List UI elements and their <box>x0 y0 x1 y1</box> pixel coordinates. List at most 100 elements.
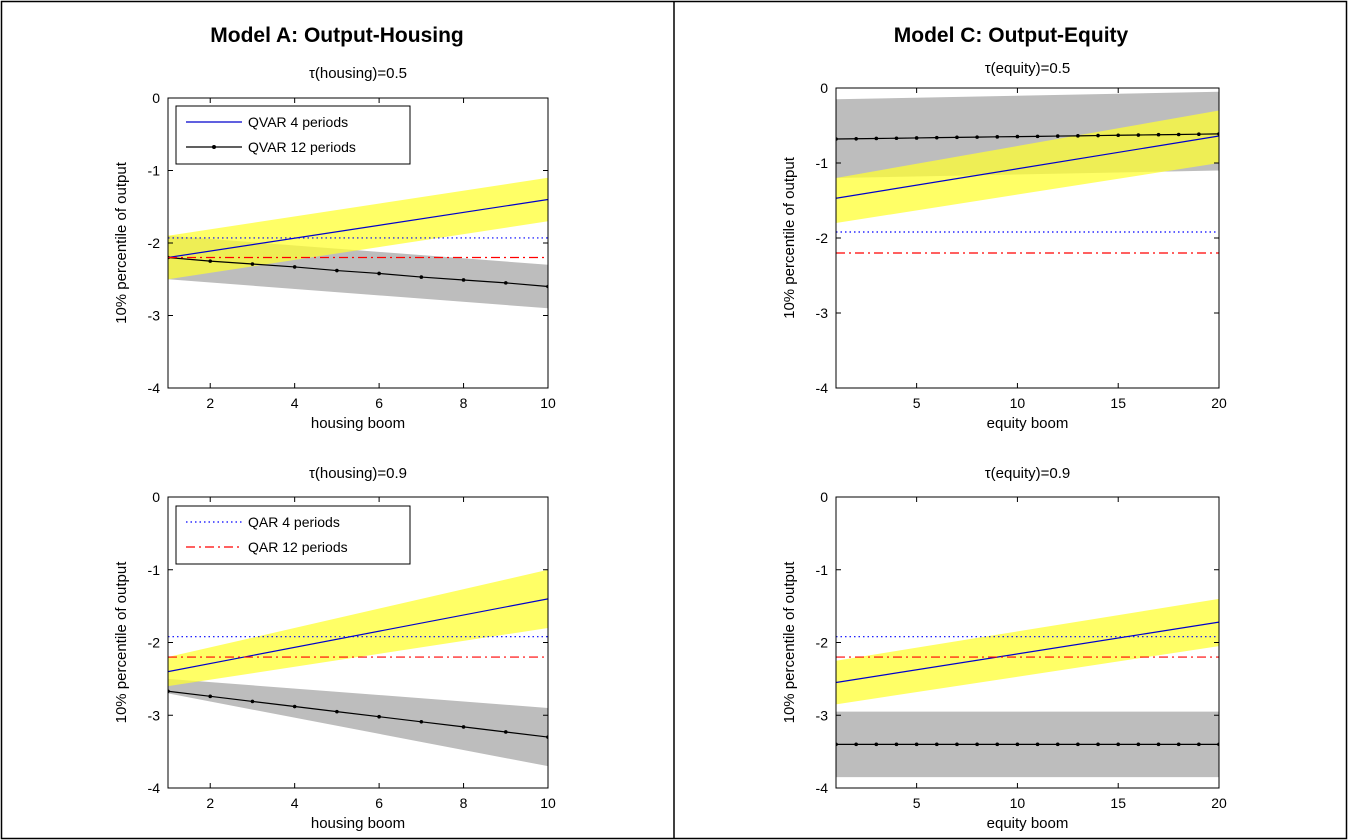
x-tick-label: 4 <box>291 395 299 411</box>
y-tick-label: -1 <box>148 163 161 179</box>
x-axis-label: equity boom <box>987 815 1069 832</box>
x-tick-label: 5 <box>913 795 921 811</box>
series-line-qvar-12-periods <box>168 690 548 738</box>
y-tick-label: 0 <box>152 489 160 505</box>
y-axis-label: 10% percentile of output <box>781 561 798 724</box>
legend-label: QAR 4 periods <box>248 514 340 530</box>
subplot-title: τ(housing)=0.5 <box>309 65 407 82</box>
data-point <box>1156 742 1161 747</box>
data-point <box>1055 134 1060 138</box>
data-point <box>503 730 508 734</box>
x-tick-label: 4 <box>291 795 299 811</box>
x-tick-label: 8 <box>460 795 468 811</box>
x-tick-label: 10 <box>1010 795 1026 811</box>
data-point <box>1176 132 1181 137</box>
data-point <box>419 719 424 724</box>
x-tick-label: 10 <box>540 395 556 411</box>
subplot-title: τ(housing)=0.9 <box>309 465 407 482</box>
data-point <box>975 742 979 747</box>
data-point <box>1055 742 1060 747</box>
data-point <box>975 135 979 139</box>
y-tick-label: -2 <box>816 635 829 651</box>
data-point <box>292 265 297 269</box>
data-point <box>914 136 919 140</box>
data-point <box>1197 132 1201 136</box>
data-point <box>934 135 939 140</box>
y-tick-label: -2 <box>816 230 829 246</box>
legend: QVAR 4 periods QVAR 12 periods <box>175 105 411 165</box>
x-tick-label: 20 <box>1211 395 1227 411</box>
panel-title-a: Model A: Output-Housing <box>210 24 464 47</box>
panel-title-c: Model C: Output-Equity <box>894 24 1129 47</box>
data-point <box>292 704 297 709</box>
data-point <box>874 742 879 747</box>
y-axis-label: 10% percentile of output <box>781 156 798 319</box>
data-point <box>1136 742 1141 747</box>
series-line-qvar-4-periods <box>168 198 548 259</box>
data-point <box>1096 133 1100 138</box>
legend-label: QAR 12 periods <box>248 539 348 555</box>
data-point <box>1176 742 1181 747</box>
data-point <box>995 135 1000 139</box>
subplot-3: 5 10 15 20 0 -1 -2 -3 -4 τ(equity)=0.9 equity boom… <box>781 465 1227 832</box>
y-tick-label: -3 <box>148 308 161 324</box>
y-tick-label: -2 <box>148 635 161 651</box>
x-tick-label: 8 <box>460 395 468 411</box>
data-point <box>250 699 255 704</box>
y-tick-label: -4 <box>148 780 161 796</box>
confidence-band-qvar4 <box>836 598 1219 705</box>
data-point <box>854 136 858 141</box>
x-axis-label: housing boom <box>311 415 405 432</box>
subplot-title: τ(equity)=0.9 <box>985 465 1071 482</box>
data-point <box>1116 133 1121 138</box>
data-point <box>208 694 213 699</box>
series-line-qvar-4-periods <box>836 621 1219 684</box>
legend-box <box>175 505 411 565</box>
legend-label: QVAR 4 periods <box>248 114 348 130</box>
data-point <box>894 742 899 747</box>
subplot-1: 5 10 15 20 0 -1 -2 -3 -4 τ(equity)=0.5 equity boom… <box>781 60 1227 432</box>
data-point <box>934 742 939 747</box>
legend-box <box>175 105 411 165</box>
plot-area <box>168 569 548 767</box>
data-point <box>377 271 381 276</box>
data-point <box>250 262 255 266</box>
x-tick-label: 6 <box>375 395 383 411</box>
data-point <box>854 742 858 747</box>
y-tick-label: -1 <box>816 155 829 171</box>
data-point <box>461 725 466 729</box>
subplot-0: 2 4 6 8 10 0 -1 -2 -3 -4 τ(housing)=0.5 housing boo… <box>113 65 556 432</box>
y-tick-label: -4 <box>148 380 161 396</box>
subplot-title: τ(equity)=0.5 <box>985 60 1071 77</box>
series-line-qvar-12-periods <box>168 256 548 288</box>
series-line-qvar-12-periods <box>836 133 1219 140</box>
data-point <box>1096 742 1100 747</box>
y-axis-label: 10% percentile of output <box>113 561 130 724</box>
x-tick-label: 2 <box>206 795 214 811</box>
legend-label: QVAR 12 periods <box>248 139 356 155</box>
x-tick-label: 15 <box>1110 395 1126 411</box>
y-tick-label: -1 <box>148 562 161 578</box>
data-point <box>1035 742 1040 747</box>
y-tick-label: -4 <box>816 380 829 396</box>
data-point <box>503 281 508 285</box>
y-tick-label: 0 <box>820 489 828 505</box>
y-tick-label: -3 <box>148 707 161 723</box>
data-point <box>1156 132 1161 137</box>
plot-area <box>168 177 548 309</box>
y-tick-label: -3 <box>816 305 829 321</box>
legend-marker <box>212 145 216 149</box>
data-point <box>1197 742 1201 747</box>
plots: 2 4 6 8 10 0 -1 -2 -3 -4 τ(housing)=0.5 housing boo… <box>113 60 1227 832</box>
data-point <box>1035 134 1040 139</box>
data-point <box>1136 133 1141 137</box>
y-axis-label: 10% percentile of output <box>113 161 130 324</box>
x-tick-label: 5 <box>913 395 921 411</box>
data-point <box>894 136 899 141</box>
series-line-qvar-4-periods <box>168 598 548 673</box>
y-tick-label: -3 <box>816 707 829 723</box>
x-tick-label: 10 <box>1010 395 1026 411</box>
x-axis-label: equity boom <box>987 415 1069 432</box>
y-tick-label: -1 <box>816 562 829 578</box>
